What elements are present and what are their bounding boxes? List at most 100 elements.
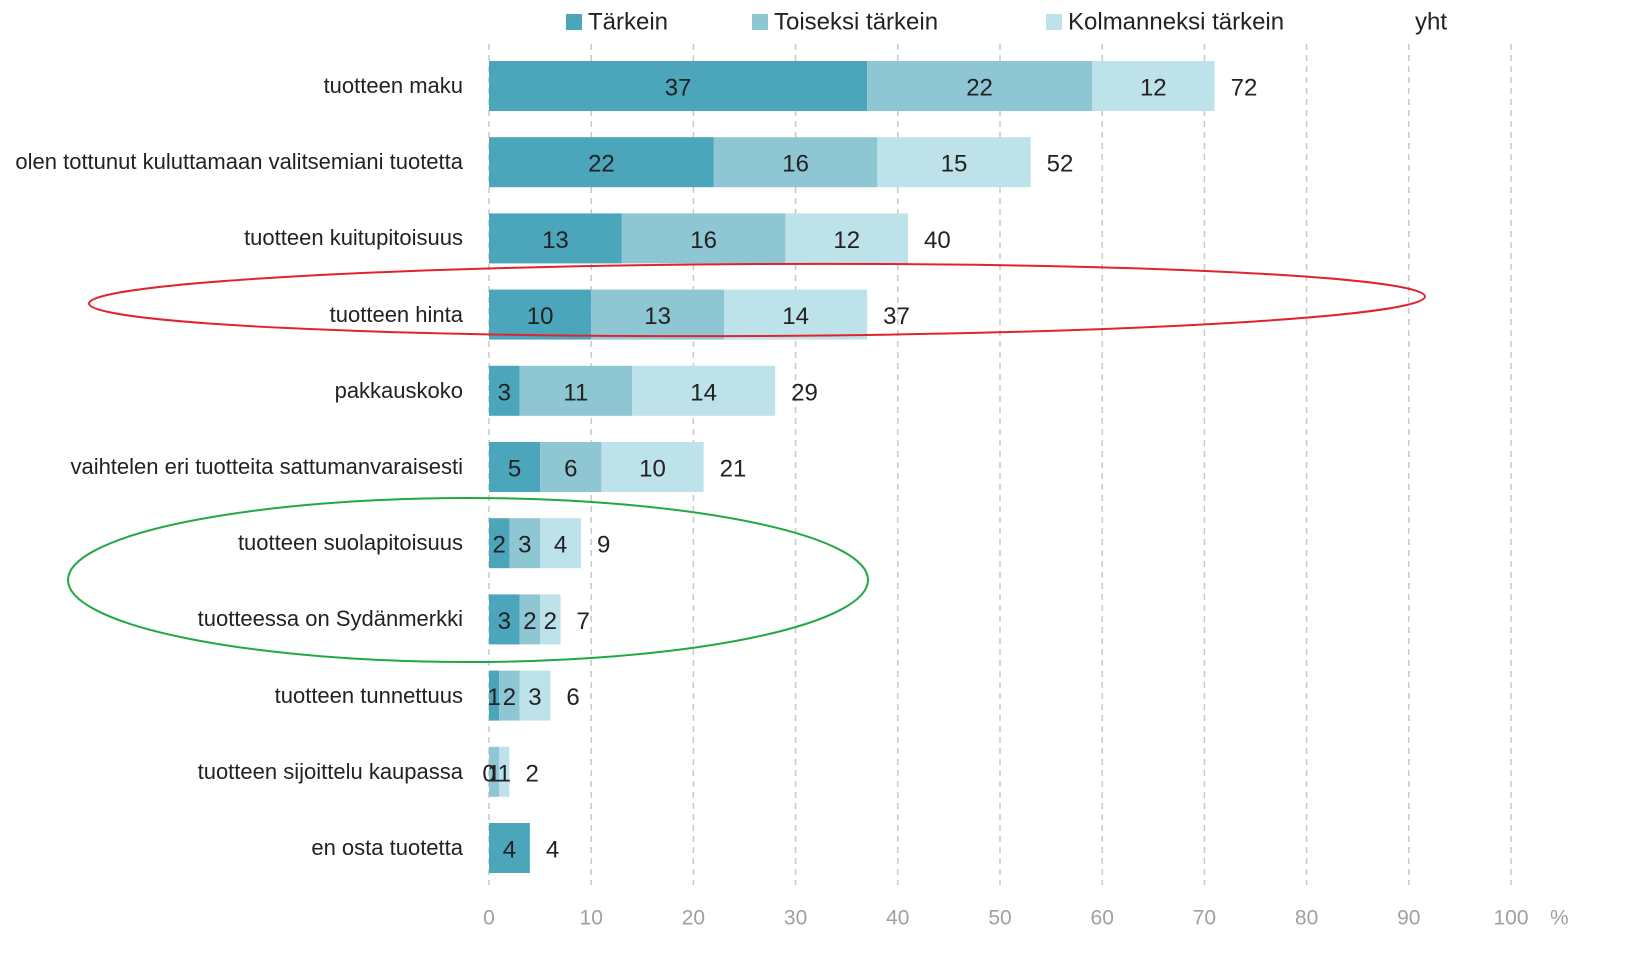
data-label: 0	[482, 760, 495, 787]
bar-segment	[489, 594, 520, 645]
bar-segment	[489, 137, 714, 188]
data-label: 1	[487, 760, 500, 787]
legend-label: Toiseksi tärkein	[774, 9, 938, 36]
category-label: en osta tuotetta	[311, 835, 463, 860]
legend-label: yht	[1415, 9, 1447, 36]
x-tick-label: 20	[682, 907, 705, 930]
bar-segment	[509, 518, 541, 569]
data-label: 10	[639, 456, 666, 483]
bar-segment	[785, 213, 909, 264]
data-label: 13	[644, 303, 671, 330]
bar-segment	[632, 365, 776, 416]
bar-segment	[540, 594, 561, 645]
x-tick-label: 80	[1295, 907, 1318, 930]
data-label: 12	[1140, 75, 1167, 102]
bar-segment	[499, 746, 510, 797]
bar-segment	[489, 442, 541, 492]
category-label: tuotteen suolapitoisuus	[237, 530, 463, 556]
x-unit-label: %	[1550, 907, 1569, 930]
total-label: 6	[566, 684, 579, 711]
bar-segment	[867, 61, 1092, 111]
data-label: 10	[527, 303, 554, 330]
data-label: 22	[966, 75, 993, 102]
x-tick-label: 60	[1091, 907, 1114, 930]
highlight-ellipse-red	[88, 262, 1426, 338]
category-label: tuotteessa on Sydänmerkki	[197, 606, 463, 632]
legend-swatch	[752, 14, 768, 30]
bar-segment	[519, 670, 551, 721]
x-tick-label: 100	[1493, 907, 1528, 930]
data-label: 2	[503, 684, 516, 711]
bar-segment	[489, 670, 500, 721]
data-label: 3	[498, 608, 511, 635]
total-label: 52	[1047, 151, 1074, 178]
category-label: tuotteen kuitupitoisuus	[244, 225, 463, 251]
bar-segment	[489, 823, 530, 873]
total-label: 29	[791, 379, 818, 406]
x-tick-label: 30	[784, 907, 807, 930]
legend-swatch	[1046, 14, 1062, 30]
data-label: 6	[564, 456, 577, 483]
data-label: 1	[487, 684, 500, 711]
total-label: 2	[525, 760, 538, 787]
bars	[489, 61, 1215, 873]
total-label: 21	[720, 456, 747, 483]
legend-label: Tärkein	[588, 9, 668, 36]
data-label: 16	[690, 227, 717, 254]
highlight-ellipse-green	[67, 497, 869, 663]
category-label: tuotteen tunnettuus	[274, 682, 463, 708]
bar-segment	[540, 442, 602, 492]
legend-swatch	[566, 14, 582, 30]
bar-segment	[877, 137, 1031, 188]
bar-segment	[540, 518, 581, 569]
bar-segment	[724, 289, 868, 340]
data-label: 3	[528, 684, 541, 711]
category-label: olen tottunut kuluttamaan valitsemiani t…	[15, 149, 463, 175]
data-label: 1	[498, 760, 511, 787]
category-label: tuotteen maku	[323, 73, 463, 98]
bar-segment	[591, 289, 725, 340]
data-label: 3	[498, 379, 511, 406]
bar-segment	[489, 289, 592, 340]
x-tick-label: 50	[988, 907, 1011, 930]
data-label: 2	[523, 608, 536, 635]
x-tick-label: 40	[886, 907, 909, 930]
data-label: 16	[782, 151, 809, 178]
data-label: 14	[782, 303, 809, 330]
total-label: 40	[924, 227, 951, 254]
bar-segment	[519, 365, 633, 416]
category-label: tuotteen sijoittelu kaupassa	[197, 758, 463, 784]
x-tick-label: 70	[1193, 907, 1216, 930]
data-label: 15	[941, 151, 968, 178]
total-label: 9	[597, 532, 610, 559]
total-label: 37	[883, 303, 910, 330]
bar-segment	[601, 442, 704, 492]
bar-segment	[489, 61, 868, 111]
data-label: 3	[518, 532, 531, 559]
bar-segment	[1091, 61, 1215, 111]
x-tick-label: 90	[1397, 907, 1420, 930]
bar-segment	[499, 670, 520, 721]
bar-segment	[489, 213, 622, 264]
category-label: vaihtelen eri tuotteita sattumanvaraises…	[70, 454, 463, 479]
data-label: 11	[563, 379, 588, 406]
legend-label: Kolmanneksi tärkein	[1068, 9, 1284, 36]
data-label: 4	[503, 837, 516, 864]
bar-segment	[713, 137, 878, 188]
bar-segment	[489, 746, 500, 797]
data-label: 2	[493, 532, 506, 559]
total-label: 72	[1231, 75, 1258, 102]
data-label: 13	[542, 227, 569, 254]
data-label: 5	[508, 456, 521, 483]
category-label: tuotteen hinta	[329, 301, 463, 327]
data-label: 4	[554, 532, 567, 559]
total-label: 7	[577, 608, 590, 635]
x-tick-label: 0	[483, 907, 495, 930]
data-label: 2	[544, 608, 557, 635]
data-label: 12	[833, 227, 860, 254]
category-label: pakkauskoko	[334, 377, 463, 403]
bar-segment	[489, 365, 520, 416]
bar-segment	[519, 594, 541, 645]
